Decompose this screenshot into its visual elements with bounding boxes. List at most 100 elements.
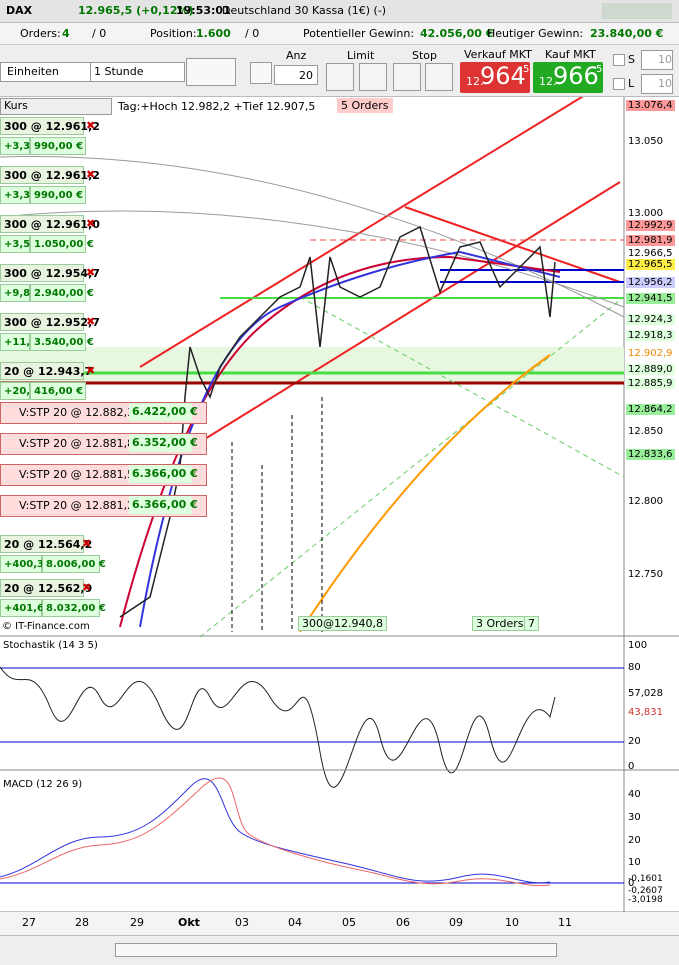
price-label: 12.941,5 [626, 293, 675, 304]
limit-sell[interactable] [359, 63, 387, 91]
price-label: 12.992,9 [626, 220, 675, 231]
potential-label: Potentieller Gewinn: [303, 27, 415, 40]
stoch-axis-label: 100 [628, 640, 648, 651]
macd-signal [0, 777, 551, 887]
footer-tag[interactable]: 7 [524, 616, 539, 631]
price-label: 12.885,9 [626, 378, 675, 389]
close-x[interactable]: ✖ [86, 315, 96, 328]
position-label[interactable]: 300 @ 12.952,7 [0, 313, 100, 331]
chart-legend: Kurs [0, 98, 112, 115]
position-pl: +9,8 [0, 284, 30, 302]
limit-label: Limit [347, 49, 375, 62]
sell-sup: 5 [523, 64, 530, 75]
guide-line [199, 296, 625, 638]
stop-sell[interactable] [425, 63, 453, 91]
instrument-name: Deutschland 30 Kassa (1€) (-) [222, 4, 387, 17]
l-input[interactable]: 10 [641, 74, 673, 94]
potential: 42.056,00 € [420, 27, 494, 40]
position-pl: +3,5 [0, 235, 30, 253]
footer-tag[interactable]: 3 Orders [472, 616, 528, 631]
stop-amount: 6.422,00 € [129, 403, 198, 421]
sell-prefix: 12. [466, 75, 484, 88]
close-x[interactable]: ✖ [82, 537, 92, 550]
close-x[interactable]: ✖ [82, 581, 92, 594]
x-label: 10 [505, 916, 519, 929]
s-check[interactable] [613, 54, 625, 66]
price-label: 12.966,5 [628, 248, 673, 259]
orders-badge[interactable]: 5 Orders [337, 98, 393, 113]
position-amount: 1.050,00 € [30, 235, 94, 253]
units-select[interactable]: Einheiten [0, 62, 94, 82]
tool-button[interactable] [250, 62, 272, 84]
stop-amount: 6.366,00 € [129, 465, 198, 483]
stop-order[interactable]: V:STP 20 @ 12.881,2 6.366,00 € [0, 495, 207, 517]
time: 19:53:01 [176, 4, 231, 17]
stop-label: V:STP 20 @ 12.881,2 [19, 499, 135, 512]
footer-tag[interactable]: 300@12.940,8 [298, 616, 387, 631]
close-x[interactable]: ✖ [86, 168, 96, 181]
timeframe-select[interactable]: 1 Stunde [90, 62, 185, 82]
sell-button[interactable]: 12. 964 5 [460, 62, 530, 93]
l-check[interactable] [613, 78, 625, 90]
window-buttons[interactable] [602, 3, 672, 19]
x-label: 04 [288, 916, 302, 929]
macd-axis-label: 30 [628, 812, 641, 823]
price-label: 12.889,0 [626, 364, 675, 375]
scrollbar[interactable] [115, 943, 557, 957]
stop-buy[interactable] [393, 63, 421, 91]
stop-order[interactable]: V:STP 20 @ 12.881,8 6.352,00 € [0, 433, 207, 455]
today-label: Heutiger Gewinn: [487, 27, 584, 40]
position[interactable]: 1.600 [196, 27, 231, 40]
position-label[interactable]: 20 @ 12.943,7 [0, 362, 92, 380]
limit-buy[interactable] [326, 63, 354, 91]
orders-pending: / 0 [92, 27, 107, 40]
close-x[interactable]: ✖ [86, 364, 96, 377]
position-label[interactable]: 20 @ 12.564,2 [0, 535, 92, 553]
position-label[interactable]: 300 @ 12.961,0 [0, 215, 100, 233]
orders[interactable]: 4 [62, 27, 70, 40]
x-axis: 27 28 29 Okt 03 04 05 06 09 10 11 [0, 912, 679, 934]
position-amount: 990,00 € [30, 186, 86, 204]
moving-average [299, 354, 551, 633]
buy-prefix: 12. [539, 75, 557, 88]
macd-axis-label: -0,1601 [628, 874, 663, 884]
position-label[interactable]: 300 @ 12.961,2 [0, 166, 100, 184]
position-label[interactable]: 20 @ 12.562,9 [0, 579, 92, 597]
stoch-axis-label: 20 [628, 736, 641, 747]
copyright: © IT-Finance.com [2, 621, 90, 632]
position-amount: 2.940,00 € [30, 284, 94, 302]
close-x[interactable]: ✖ [86, 217, 96, 230]
buy-button[interactable]: 12. 966 5 [533, 62, 603, 93]
x-label: 03 [235, 916, 249, 929]
arc [0, 155, 625, 318]
buy-main: 966 [553, 62, 599, 90]
position-label: Position: [150, 27, 197, 40]
s-label: S [628, 53, 635, 66]
position-label[interactable]: 300 @ 12.954,7 [0, 264, 100, 282]
indicator-button[interactable] [186, 58, 236, 86]
x-label: 09 [449, 916, 463, 929]
position-label[interactable]: 300 @ 12.961,2 [0, 117, 100, 135]
close-x[interactable]: ✖ [86, 119, 96, 132]
s-input[interactable]: 10 [641, 50, 673, 70]
macd-title: MACD (12 26 9) [3, 779, 83, 790]
chart-drawing [0, 97, 679, 912]
arc [0, 210, 625, 308]
price-label: 13.050 [628, 136, 663, 147]
stop-order[interactable]: V:STP 20 @ 12.881,5 6.366,00 € [0, 464, 207, 486]
position-amount: 8.006,00 € [42, 555, 106, 573]
close-x[interactable]: ✖ [86, 266, 96, 279]
buy-sup: 5 [596, 64, 603, 75]
position-pl: +400,3 [0, 555, 44, 573]
instrument[interactable]: DAX [6, 4, 33, 17]
anz-input[interactable]: 20 [274, 65, 318, 85]
macd-axis-label: -3,0198 [628, 895, 663, 905]
price-label: 12.956,2 [626, 277, 675, 288]
price-label: 12.902,9 [628, 348, 673, 359]
price-label: 12.864,2 [626, 404, 675, 415]
anz-label: Anz [286, 49, 307, 62]
stop-order[interactable]: V:STP 20 @ 12.882,3 6.422,00 € [0, 402, 207, 424]
toolbar: Einheiten 1 Stunde Anz 20 Limit Stop Ver… [0, 45, 679, 97]
stoch-axis-label: 80 [628, 662, 641, 673]
